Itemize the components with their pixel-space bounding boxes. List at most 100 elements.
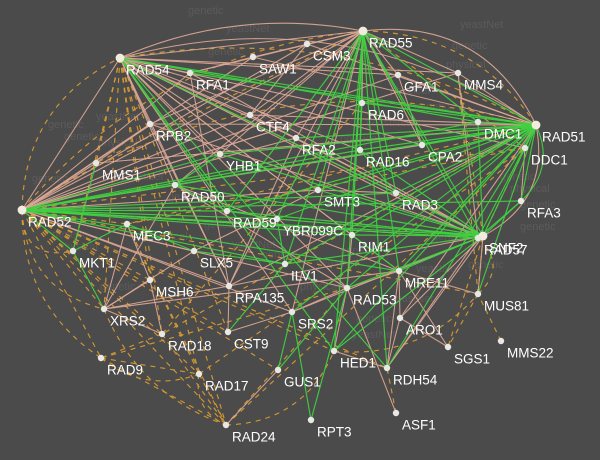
curved-edge-yeastnet [103,308,227,426]
graph-node-csm3[interactable] [303,40,311,48]
graph-node-yhb1[interactable] [216,150,224,158]
edge-physical [21,209,348,289]
edge-physical [227,285,230,333]
graph-node-saw1[interactable] [249,53,257,61]
edge-physical [103,285,230,310]
graph-node-rad24[interactable] [222,421,230,429]
graph-node-rad9[interactable] [97,354,105,362]
edge-genetic [395,192,484,237]
edge-genetic [477,121,537,126]
edge-genetic [359,102,363,151]
graph-node-rad53[interactable] [343,284,351,292]
graph-node-rfa2[interactable] [292,134,300,142]
edge-physical [399,235,484,319]
edge-physical [149,123,484,237]
edge-genetic [295,124,537,139]
graph-node-rfa3[interactable] [517,197,525,205]
edge-yeastnet [21,209,388,369]
graph-node-smt3[interactable] [314,186,322,194]
node-layer[interactable] [17,26,541,429]
edge-genetic [317,30,364,191]
graph-node-ddc1[interactable] [521,144,529,152]
edge-genetic [21,209,484,237]
edge-yeastnet [100,333,163,359]
edge-physical [219,30,364,155]
graph-node-rpa135[interactable] [225,282,233,290]
edge-physical [249,43,308,116]
edge-physical [291,30,364,313]
graph-node-rad18[interactable] [158,330,166,338]
edge-genetic [333,124,537,352]
edge-physical [95,123,151,164]
graph-node-rpt3[interactable] [307,416,315,424]
edge-genetic [362,30,484,237]
graph-node-rad54[interactable] [115,53,125,63]
graph-node-ybr099c[interactable] [273,215,281,223]
graph-node-rfa1[interactable] [186,69,194,77]
graph-node-rad52[interactable] [17,205,27,215]
graph-node-slx5[interactable] [190,247,198,255]
graph-node-hed1[interactable] [330,347,338,355]
edge-physical [119,30,364,59]
edge-yeastnet [21,209,102,359]
graph-node-mec3[interactable] [123,220,131,228]
edge-genetic [226,210,484,237]
graph-node-sgs1[interactable] [444,343,452,351]
graph-node-rad57[interactable] [474,234,482,242]
edge-genetic [362,30,400,272]
edge-physical [119,57,251,116]
graph-node-asf1[interactable] [392,409,400,417]
graph-node-dmc1[interactable] [474,118,482,126]
edge-genetic [317,189,484,237]
edge-genetic [21,209,353,236]
curved-edge-yeastnet [21,30,364,211]
graph-node-rpb2[interactable] [146,120,154,128]
graph-node-mms4[interactable] [454,69,462,77]
edge-genetic [119,57,479,123]
graph-node-srs2[interactable] [288,308,296,316]
graph-node-rad3[interactable] [392,189,400,197]
edge-genetic [520,124,537,202]
edge-physical [362,30,399,76]
graph-node-rad17[interactable] [195,370,203,378]
edge-physical [520,147,526,202]
graph-node-ctf4[interactable] [246,111,254,119]
graph-node-gus1[interactable] [274,366,282,374]
edge-yeastnet [126,223,227,426]
graph-node-rim1[interactable] [348,231,356,239]
graph-node-rad50[interactable] [171,181,179,189]
graph-node-mre11[interactable] [395,267,403,275]
edge-genetic [21,209,278,220]
edge-genetic [21,121,479,211]
graph-node-mms22[interactable] [497,337,505,345]
graph-node-cpa2[interactable] [418,141,426,149]
graph-node-rad6[interactable] [358,99,366,107]
graph-node-rad16[interactable] [356,146,364,154]
graph-node-ilv1[interactable] [281,260,289,268]
graph-node-rad55[interactable] [358,26,368,36]
edge-yeastnet [362,30,526,149]
graph-node-cst9[interactable] [224,328,232,336]
edge-yeastnet [225,147,526,426]
edge-physical [119,57,361,151]
graph-node-mms1[interactable] [92,159,100,167]
graph-node-mkt1[interactable] [69,247,77,255]
graph-node-aro1[interactable] [396,314,404,322]
graph-node-mus81[interactable] [474,290,482,298]
graph-node-xrs2[interactable] [100,305,108,313]
graph-node-gfa1[interactable] [394,71,402,79]
edge-physical [306,30,364,45]
edge-genetic [21,153,221,211]
graph-node-rad51[interactable] [531,120,541,130]
edge-yeastnet [161,333,227,426]
graph-node-rdh54[interactable] [383,364,391,372]
edge-physical [228,124,537,287]
edge-physical [149,123,537,126]
graph-node-msh6[interactable] [146,276,154,284]
edge-genetic [21,200,522,211]
graph-node-rad59[interactable] [223,207,231,215]
curved-edge-yeastnet [21,101,537,211]
curved-edge-yeastnet [362,30,537,126]
